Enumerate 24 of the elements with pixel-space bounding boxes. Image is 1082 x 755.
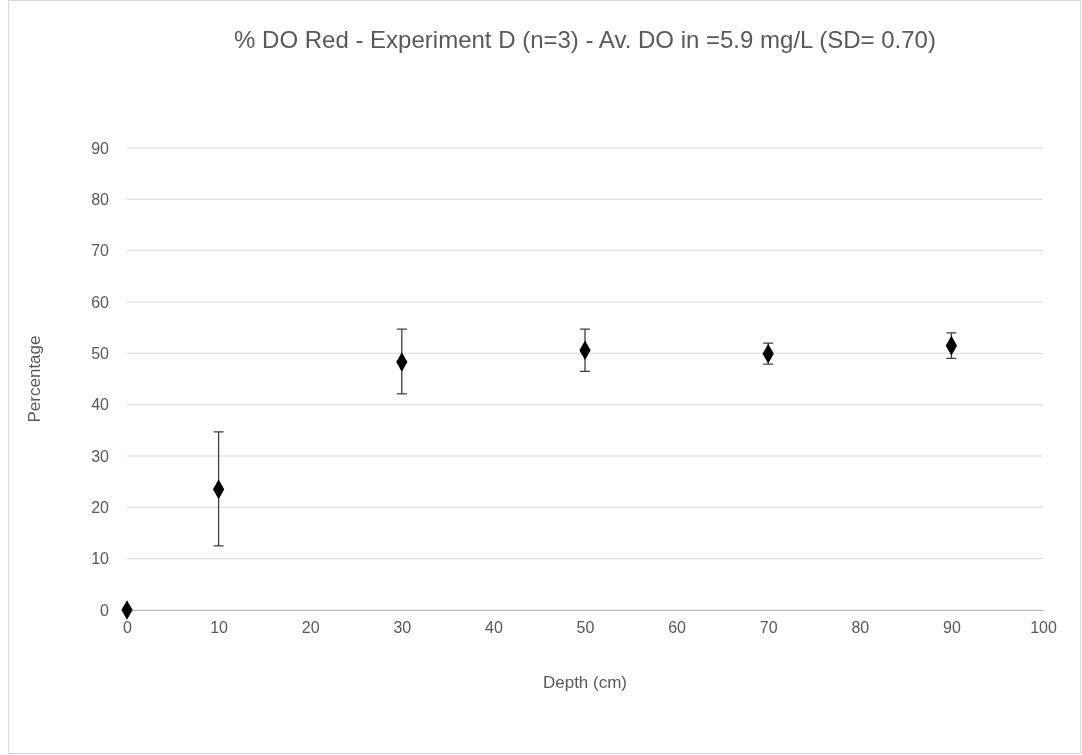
- x-tick-label: 80: [851, 619, 870, 637]
- x-axis-title: Depth (cm): [542, 673, 628, 692]
- x-tick-label: 20: [301, 619, 320, 637]
- y-tick-label: 0: [100, 601, 110, 619]
- x-tick-label: 40: [485, 619, 503, 637]
- y-tick-label: 70: [91, 242, 110, 260]
- y-tick-label: 30: [91, 447, 110, 465]
- y-tick-label: 20: [91, 498, 110, 516]
- x-tick-label: 100: [1030, 619, 1057, 637]
- x-tick-label: 70: [759, 619, 778, 637]
- x-tick-label: 10: [210, 619, 229, 637]
- y-tick-label: 10: [91, 550, 110, 568]
- x-tick-label: 90: [943, 619, 961, 637]
- y-axis-title: Percentage: [25, 335, 44, 423]
- y-tick-label: 40: [91, 396, 110, 414]
- y-tick-label: 60: [91, 293, 110, 311]
- x-tick-label: 60: [668, 619, 687, 637]
- x-tick-label: 0: [123, 619, 133, 637]
- x-tick-label: 50: [576, 619, 595, 637]
- y-tick-label: 50: [91, 344, 110, 362]
- x-tick-label: 30: [393, 619, 412, 637]
- y-tick-label: 90: [91, 139, 110, 157]
- y-tick-label: 80: [91, 190, 110, 208]
- chart-title: % DO Red - Experiment D (n=3) - Av. DO in =5.9 mg/L (SD= 0.70): [234, 26, 936, 53]
